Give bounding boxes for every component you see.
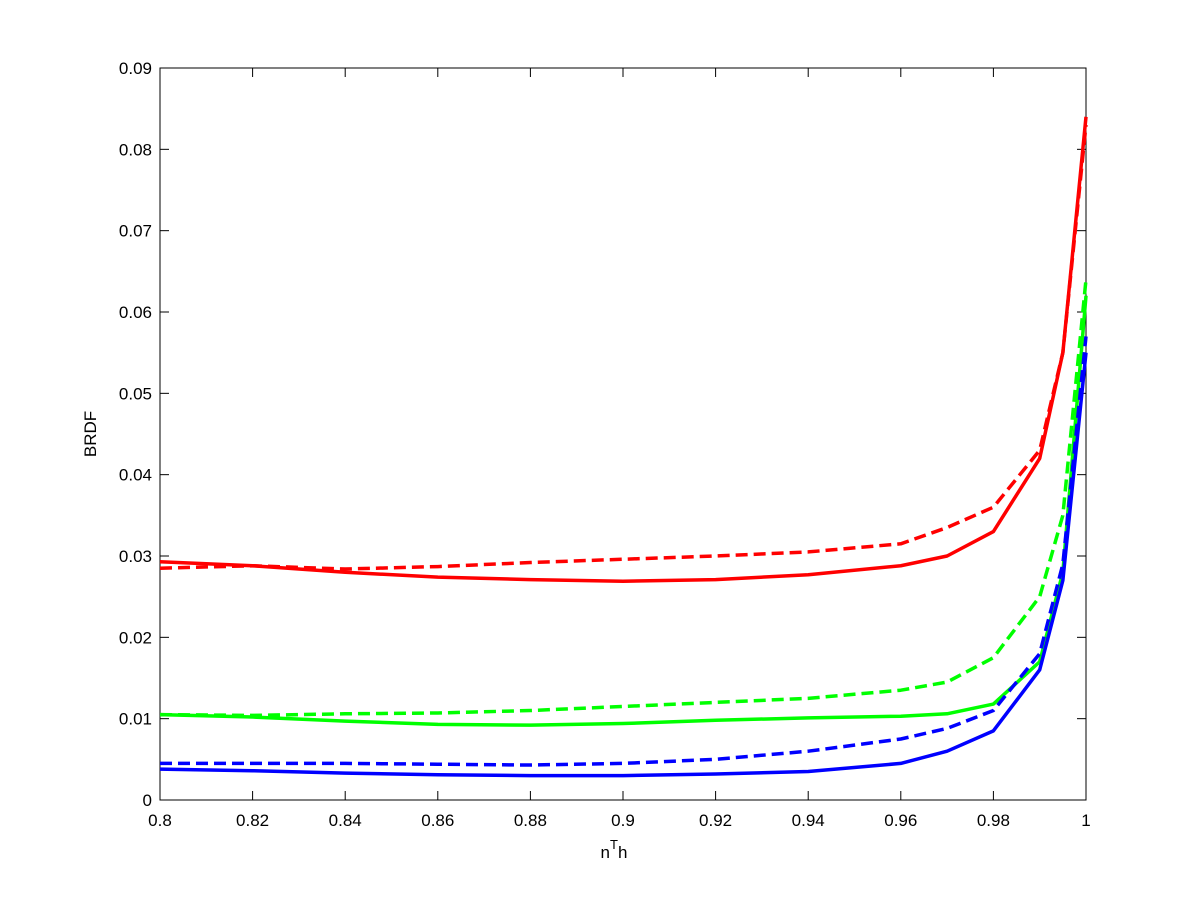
y-axis-label: BRDF bbox=[81, 411, 100, 457]
x-tick-label: 0.82 bbox=[236, 811, 269, 830]
x-label-part: n bbox=[601, 843, 610, 862]
data-line bbox=[159, 279, 1088, 718]
y-tick-label: 0.04 bbox=[119, 466, 152, 485]
x-tick-label: 1 bbox=[1081, 811, 1090, 830]
x-tick-label: 0.94 bbox=[792, 811, 825, 830]
y-tick-label: 0.02 bbox=[119, 628, 152, 647]
data-line bbox=[159, 116, 1088, 583]
x-tick-label: 0.98 bbox=[977, 811, 1010, 830]
plot-area bbox=[159, 67, 1087, 801]
y-tick-label: 0 bbox=[143, 791, 152, 810]
y-tick-label: 0.06 bbox=[119, 303, 152, 322]
x-tick-label: 0.92 bbox=[699, 811, 732, 830]
data-line bbox=[160, 336, 1088, 767]
y-tick-label: 0.09 bbox=[119, 59, 152, 78]
y-tick-label: 0.03 bbox=[119, 547, 152, 566]
x-tick-label: 0.96 bbox=[884, 811, 917, 830]
data-line bbox=[159, 352, 1088, 778]
x-label-superscript: T bbox=[610, 837, 618, 852]
x-tick-label: 0.88 bbox=[514, 811, 547, 830]
y-tick-label: 0.05 bbox=[119, 384, 152, 403]
x-label-part: h bbox=[618, 843, 627, 862]
x-tick-label: 0.86 bbox=[421, 811, 454, 830]
y-tick-label: 0.08 bbox=[119, 140, 152, 159]
x-tick-label: 0.84 bbox=[329, 811, 362, 830]
y-tick-label: 0.01 bbox=[119, 710, 152, 729]
x-tick-label: 0.9 bbox=[611, 811, 635, 830]
y-tick-label: 0.07 bbox=[119, 222, 152, 241]
data-line bbox=[159, 124, 1088, 571]
x-axis-label: nTh bbox=[601, 837, 628, 862]
data-line bbox=[159, 295, 1088, 727]
x-tick-label: 0.8 bbox=[148, 811, 172, 830]
